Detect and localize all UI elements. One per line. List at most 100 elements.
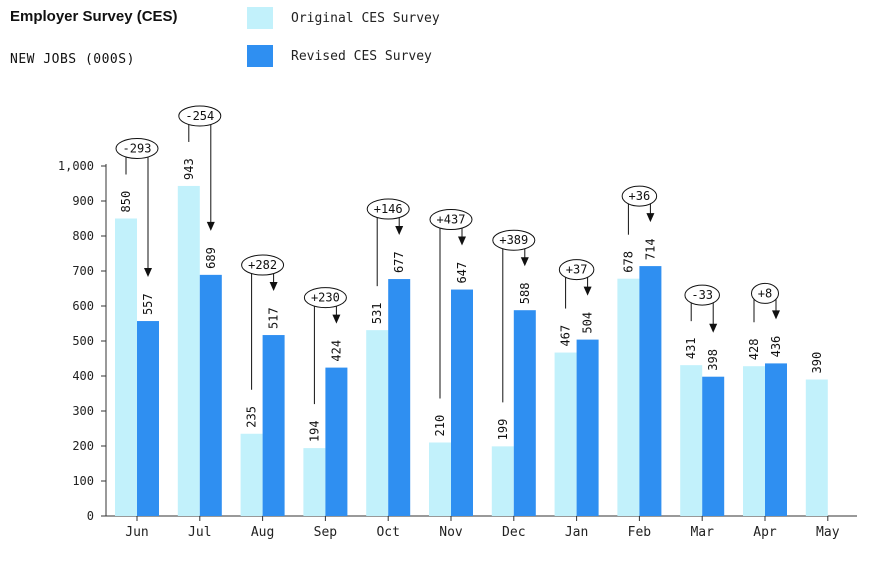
bar-original: [805, 379, 828, 516]
x-tick-label: Jan: [565, 525, 588, 540]
revision-arrowhead: [583, 286, 592, 296]
bar-original: [680, 365, 703, 516]
bar-revised: [137, 321, 159, 516]
y-tick-label: 0: [87, 509, 94, 523]
y-tick-label: 1,000: [58, 159, 94, 173]
bar-revised: [639, 266, 662, 516]
revision-label: -254: [185, 109, 214, 123]
x-tick-label: Feb: [628, 525, 652, 540]
revision-arrowhead: [646, 213, 655, 223]
bar-original: [617, 278, 640, 516]
bar-revised: [199, 274, 222, 516]
revision-arrowhead: [144, 268, 152, 278]
revision-label: +282: [248, 258, 277, 272]
y-tick-label: 800: [72, 229, 94, 243]
revision-oval: [429, 209, 473, 231]
value-label-revised: 504: [581, 312, 595, 334]
legend-label-revised: Revised CES Survey: [291, 48, 432, 64]
revision-arrowhead: [395, 226, 404, 236]
bar-original: [177, 185, 200, 516]
y-tick-label: 500: [72, 334, 94, 348]
bar-revised: [325, 367, 348, 516]
revision-arrowhead: [709, 323, 718, 333]
value-label-original: 850: [119, 191, 133, 213]
revision-oval: [366, 198, 410, 220]
value-label-revised: 689: [204, 247, 218, 269]
revision-oval: [178, 105, 222, 127]
bar-revised: [451, 289, 473, 516]
value-label-revised: 714: [643, 238, 657, 260]
bar-original: [303, 448, 326, 516]
value-label-original: 943: [182, 158, 196, 180]
revision-label: +8: [758, 286, 772, 300]
bar-original: [429, 442, 451, 516]
value-label-original: 210: [433, 415, 447, 437]
revision-arrowhead: [206, 221, 215, 231]
value-label-revised: 517: [267, 307, 281, 329]
revision-label: -33: [691, 288, 713, 302]
value-label-original: 531: [370, 302, 384, 324]
legend-swatch-revised: [247, 45, 273, 67]
y-tick-label: 200: [72, 439, 94, 453]
revision-arrowhead: [269, 282, 278, 292]
revision-label: -293: [123, 142, 152, 156]
bar-original: [554, 352, 577, 516]
bar-original: [240, 433, 263, 516]
y-tick-label: 700: [72, 264, 94, 278]
x-tick-label: Mar: [690, 525, 714, 540]
value-label-revised: 424: [329, 340, 343, 362]
y-tick-label: 600: [72, 299, 94, 313]
bar-original: [115, 218, 137, 516]
revision-label: +230: [311, 291, 340, 305]
value-label-revised: 588: [518, 283, 532, 305]
legend-item-original: Original CES Survey: [247, 6, 440, 30]
revision-oval: [751, 282, 779, 304]
value-label-original: 235: [245, 406, 259, 428]
x-tick-label: Oct: [376, 525, 399, 540]
legend-item-revised: Revised CES Survey: [247, 44, 440, 68]
value-label-original: 194: [307, 420, 321, 442]
legend: Original CES Survey Revised CES Survey: [247, 6, 440, 82]
x-tick-label: Apr: [753, 525, 777, 540]
value-label-original: 199: [496, 419, 510, 441]
x-tick-label: Jun: [125, 525, 148, 540]
x-tick-label: Aug: [251, 525, 274, 540]
revision-arrowhead: [332, 314, 341, 324]
value-label-original: 431: [684, 337, 698, 359]
revision-label: +437: [437, 213, 466, 227]
x-tick-label: Nov: [439, 525, 463, 540]
y-tick-label: 900: [72, 194, 94, 208]
chart-subtitle: NEW JOBS (000S): [10, 52, 135, 67]
revision-oval: [558, 259, 595, 281]
bar-revised: [765, 363, 787, 516]
y-tick-label: 300: [72, 404, 94, 418]
value-label-original: 390: [810, 352, 824, 374]
revision-oval: [241, 254, 285, 276]
revision-oval: [115, 138, 159, 159]
revision-arrowhead: [520, 257, 529, 267]
revision-label: +389: [499, 233, 528, 247]
x-tick-label: May: [816, 525, 840, 540]
revision-label: +146: [374, 202, 403, 216]
y-tick-label: 100: [72, 474, 94, 488]
legend-swatch-original: [247, 7, 273, 29]
revision-label: +37: [566, 263, 588, 277]
bar-revised: [262, 335, 285, 516]
revision-arrowhead: [458, 236, 466, 246]
value-label-revised: 557: [141, 293, 155, 315]
value-label-revised: 398: [706, 349, 720, 371]
bar-original: [743, 366, 765, 516]
bar-revised: [388, 279, 411, 516]
value-label-revised: 436: [769, 336, 783, 358]
bar-revised: [576, 339, 599, 516]
bar-revised: [702, 376, 725, 516]
value-label-original: 467: [559, 325, 573, 347]
y-tick-label: 400: [72, 369, 94, 383]
revision-oval: [621, 185, 658, 207]
value-label-original: 428: [747, 339, 761, 361]
revision-arrowhead: [772, 310, 780, 320]
chart-title: Employer Survey (CES): [10, 8, 178, 25]
x-tick-label: Dec: [502, 525, 525, 540]
value-label-revised: 677: [392, 251, 406, 273]
